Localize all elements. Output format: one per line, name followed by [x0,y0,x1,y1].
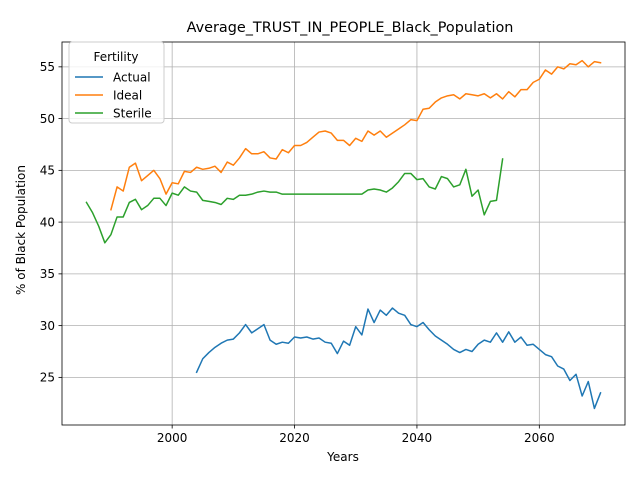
x-tick-label: 2060 [524,431,555,445]
legend-title: Fertility [93,50,138,64]
y-tick-label: 55 [40,60,55,74]
legend-label-sterile: Sterile [113,106,152,120]
y-tick-label: 45 [40,164,55,178]
y-tick-label: 50 [40,112,55,126]
x-tick-label: 2020 [279,431,310,445]
y-axis-label: % of Black Population [14,165,28,295]
y-tick-label: 25 [40,371,55,385]
legend-label-ideal: Ideal [113,88,142,102]
chart-title: Average_TRUST_IN_PEOPLE_Black_Population [187,20,514,36]
x-tick-label: 2000 [157,431,188,445]
y-tick-label: 40 [40,215,55,229]
legend-label-actual: Actual [113,70,151,84]
legend: Fertility Actual Ideal Sterile [69,42,164,123]
y-tick-label: 30 [40,319,55,333]
y-tick-label: 35 [40,267,55,281]
x-axis-label: Years [326,450,359,464]
x-tick-label: 2040 [402,431,433,445]
